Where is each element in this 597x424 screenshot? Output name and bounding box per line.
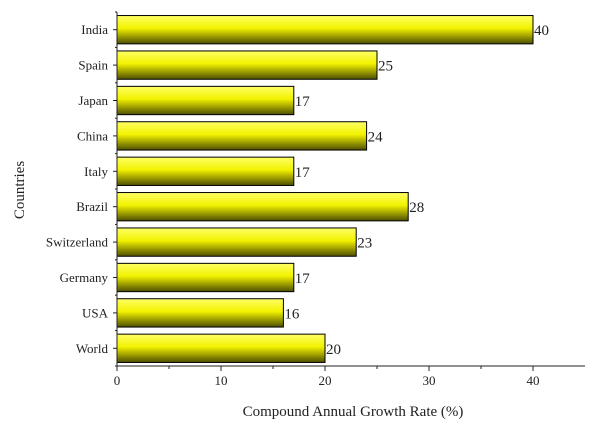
data-label-brazil: 28 (409, 200, 424, 216)
category-label-switzerland: Switzerland (46, 235, 109, 250)
bar-usa (116, 298, 284, 328)
bar-japan (116, 85, 295, 116)
data-label-world: 20 (326, 342, 341, 358)
category-label-china: China (77, 128, 108, 143)
x-tick-label-20: 20 (319, 373, 332, 388)
bar-brazil (116, 192, 409, 222)
y-ticks (113, 11, 117, 367)
data-label-japan: 17 (295, 94, 311, 110)
bar-switzerland (116, 227, 357, 257)
data-label-china: 24 (368, 129, 384, 145)
x-tick-label-40: 40 (527, 373, 540, 388)
category-label-brazil: Brazil (76, 199, 108, 214)
x-tick-label-0: 0 (114, 373, 121, 388)
data-label-italy: 17 (295, 165, 311, 181)
category-label-world: World (76, 341, 109, 356)
value-labels: 40 25 17 24 17 28 23 17 16 20 (284, 23, 549, 358)
x-axis-title: Compound Annual Growth Rate (%) (243, 404, 464, 420)
category-label-germany: Germany (60, 270, 109, 285)
category-label-usa: USA (82, 305, 109, 320)
bar-world (116, 333, 326, 363)
x-ticks: 0 10 20 30 40 (114, 366, 540, 388)
category-label-japan: Japan (78, 93, 108, 108)
bar-spain (116, 50, 378, 80)
category-labels: India Spain Japan China Italy Brazil Switzerla… (46, 22, 109, 356)
data-label-india: 40 (534, 23, 549, 39)
data-label-usa: 16 (284, 306, 300, 322)
x-tick-label-30: 30 (423, 373, 436, 388)
data-label-switzerland: 23 (357, 236, 372, 252)
bar-italy (116, 156, 295, 186)
category-label-italy: Italy (84, 164, 108, 179)
y-axis-title: Countries (12, 161, 28, 219)
x-tick-label-10: 10 (215, 373, 228, 388)
bar-china (116, 121, 368, 151)
bar-india (116, 15, 534, 45)
bar-germany (116, 262, 295, 293)
data-label-germany: 17 (295, 271, 311, 287)
data-label-spain: 25 (378, 59, 393, 75)
category-label-spain: Spain (78, 58, 108, 73)
category-label-india: India (81, 22, 108, 37)
bars-group (116, 15, 534, 363)
